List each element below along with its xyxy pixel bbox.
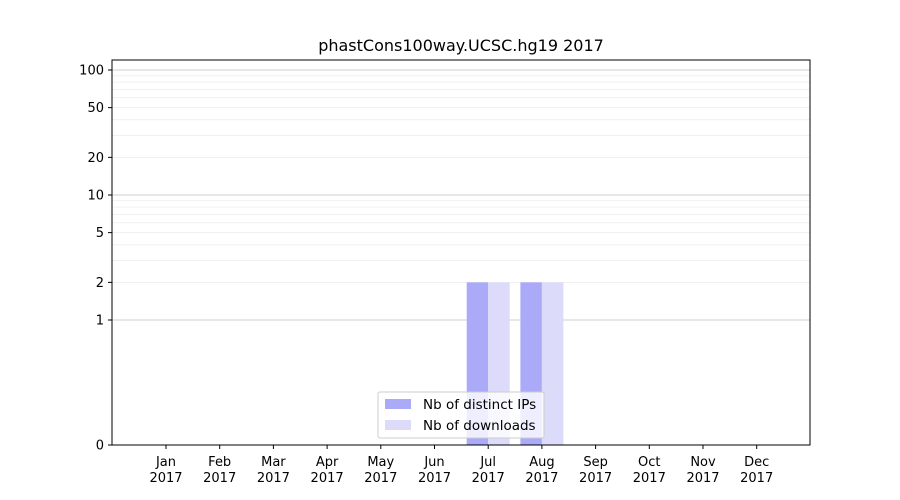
legend-box — [377, 391, 545, 439]
x-tick-label: Aug 2017 — [525, 455, 558, 486]
y-tick-label: 5 — [96, 226, 104, 241]
x-tick-label: May 2017 — [364, 455, 397, 486]
plot-frame — [111, 59, 811, 446]
x-tick-label: Oct 2017 — [633, 455, 666, 486]
y-tick-label: 10 — [87, 189, 104, 204]
y-tick-label: 100 — [79, 64, 104, 79]
y-tick-label: 0 — [96, 439, 104, 454]
x-tick-label: Dec 2017 — [740, 455, 773, 486]
x-tick-label: Feb 2017 — [203, 455, 236, 486]
x-tick-label: Sep 2017 — [579, 455, 612, 486]
x-tick-label: Mar 2017 — [257, 455, 290, 486]
legend-label-ips: Nb of distinct IPs — [423, 397, 536, 413]
grid — [112, 69, 810, 321]
x-tick-label: Jul 2017 — [472, 455, 505, 486]
legend-label-downloads: Nb of downloads — [423, 418, 536, 434]
x-tick-label: Nov 2017 — [686, 455, 719, 486]
y-tick-label: 1 — [96, 314, 104, 329]
x-tick-label: Jun 2017 — [418, 455, 451, 486]
x-tick-label: Jan 2017 — [149, 455, 182, 486]
x-axis: Jan 2017 Feb 2017 Mar 2017 Apr 2017 May 2017 Jun 20… — [149, 445, 773, 486]
x-tick-label: Apr 2017 — [311, 455, 344, 486]
y-axis: 0 1 2 5 10 20 50 100 — [79, 64, 112, 454]
legend: Nb of distinct IPs Nb of downloads — [377, 391, 545, 439]
legend-swatch-downloads — [385, 420, 411, 430]
y-tick-label: 2 — [96, 276, 104, 291]
y-tick-label: 20 — [87, 151, 104, 166]
chart-title: phastCons100way.UCSC.hg19 2017 — [318, 36, 604, 55]
y-tick-label: 50 — [87, 101, 104, 116]
legend-swatch-ips — [385, 399, 411, 409]
bar — [541, 282, 564, 445]
